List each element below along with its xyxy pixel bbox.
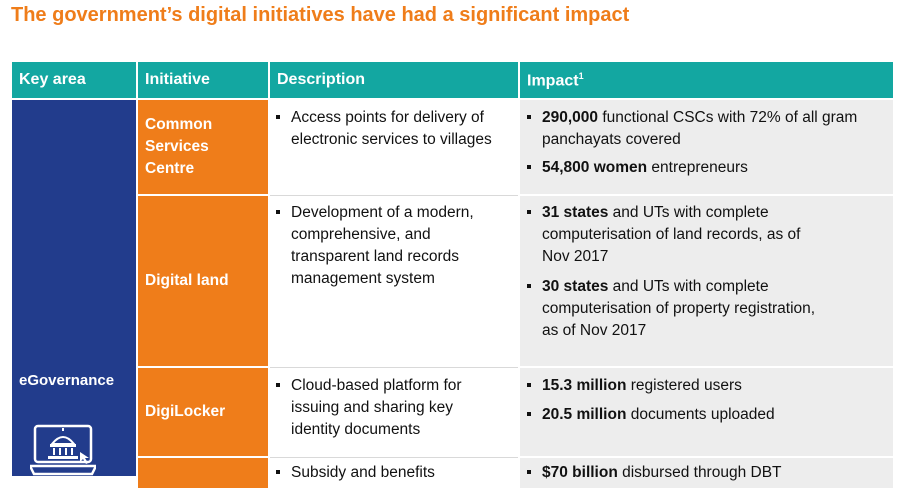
header-initiative: Initiative: [138, 62, 268, 98]
description-text: Cloud-based platform for issuing and shar…: [276, 375, 462, 441]
initiative-common-services-centre: Common Services Centre: [138, 100, 268, 194]
row-divider: [270, 195, 518, 196]
impact-bullet: 15.3 million registered users: [527, 375, 742, 397]
description-cell: Subsidy and benefits: [270, 458, 518, 488]
impact-bullet: 54,800 women entrepreneurs: [527, 157, 748, 179]
page-title: The government’s digital initiatives hav…: [11, 4, 630, 26]
initiative-digilocker: DigiLocker: [138, 368, 268, 456]
impact-bullet: 290,000 functional CSCs with 72% of all …: [527, 107, 857, 151]
header-impact: Impact1: [520, 62, 893, 98]
header-key-area: Key area: [12, 62, 136, 98]
impact-cell: 15.3 million registered users 20.5 milli…: [520, 368, 893, 456]
impact-cell: $70 billion disbursed through DBT: [520, 458, 893, 488]
key-area-label: eGovernance: [19, 372, 115, 389]
initiative-cell: [138, 458, 268, 488]
impact-cell: 31 states and UTs with complete computeri…: [520, 196, 893, 366]
header-description: Description: [270, 62, 518, 98]
laptop-government-building-icon: [30, 424, 96, 476]
description-text: Subsidy and benefits: [276, 462, 435, 484]
row-divider: [270, 457, 518, 458]
description-cell: Cloud-based platform for issuing and shar…: [270, 368, 518, 456]
description-cell: Development of a modern, comprehensive, a…: [270, 196, 518, 366]
impact-cell: 290,000 functional CSCs with 72% of all …: [520, 100, 893, 194]
initiative-digital-land: Digital land: [138, 196, 268, 366]
impact-bullet: $70 billion disbursed through DBT: [527, 462, 782, 484]
row-divider: [270, 367, 518, 368]
impact-bullet: 31 states and UTs with complete computeri…: [527, 202, 800, 268]
impact-bullet: 20.5 million documents uploaded: [527, 404, 775, 426]
key-area-cell: eGovernance: [12, 100, 136, 476]
description-text: Development of a modern, comprehensive, a…: [276, 202, 474, 290]
description-text: Access points for delivery of electronic …: [276, 107, 492, 151]
description-cell: Access points for delivery of electronic …: [270, 100, 518, 194]
impact-bullet: 30 states and UTs with complete computeri…: [527, 276, 815, 342]
